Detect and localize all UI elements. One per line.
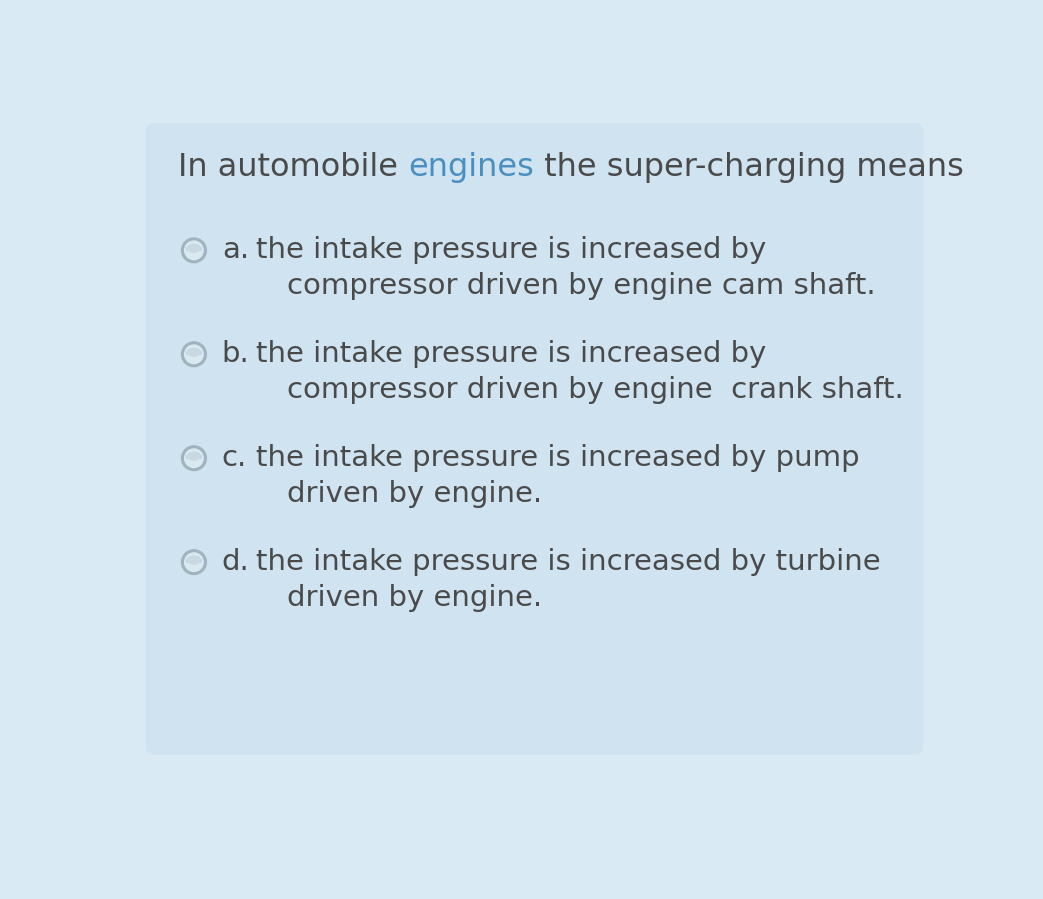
Text: the intake pressure is increased by turbine: the intake pressure is increased by turb… <box>256 548 880 576</box>
Circle shape <box>185 449 203 467</box>
Text: engines: engines <box>409 153 534 183</box>
Wedge shape <box>186 452 202 460</box>
Circle shape <box>185 241 203 260</box>
FancyBboxPatch shape <box>146 123 923 754</box>
Text: the intake pressure is increased by: the intake pressure is increased by <box>256 236 767 264</box>
Circle shape <box>181 550 207 574</box>
Text: In automobile: In automobile <box>178 153 409 183</box>
Text: d.: d. <box>222 548 249 576</box>
Wedge shape <box>186 556 202 565</box>
Text: driven by engine.: driven by engine. <box>287 583 542 611</box>
Text: the intake pressure is increased by pump: the intake pressure is increased by pump <box>256 444 859 472</box>
Text: driven by engine.: driven by engine. <box>287 480 542 508</box>
Text: compressor driven by engine cam shaft.: compressor driven by engine cam shaft. <box>287 271 875 299</box>
Circle shape <box>185 553 203 572</box>
Text: the super-charging means: the super-charging means <box>534 153 965 183</box>
Circle shape <box>181 342 207 367</box>
Text: b.: b. <box>222 341 249 369</box>
Wedge shape <box>186 245 202 253</box>
Text: c.: c. <box>222 444 247 472</box>
Circle shape <box>181 446 207 470</box>
Text: compressor driven by engine  crank shaft.: compressor driven by engine crank shaft. <box>287 376 903 404</box>
Text: a.: a. <box>222 236 249 264</box>
Circle shape <box>181 238 207 263</box>
Circle shape <box>185 345 203 363</box>
Text: the intake pressure is increased by: the intake pressure is increased by <box>256 341 767 369</box>
Wedge shape <box>186 348 202 357</box>
